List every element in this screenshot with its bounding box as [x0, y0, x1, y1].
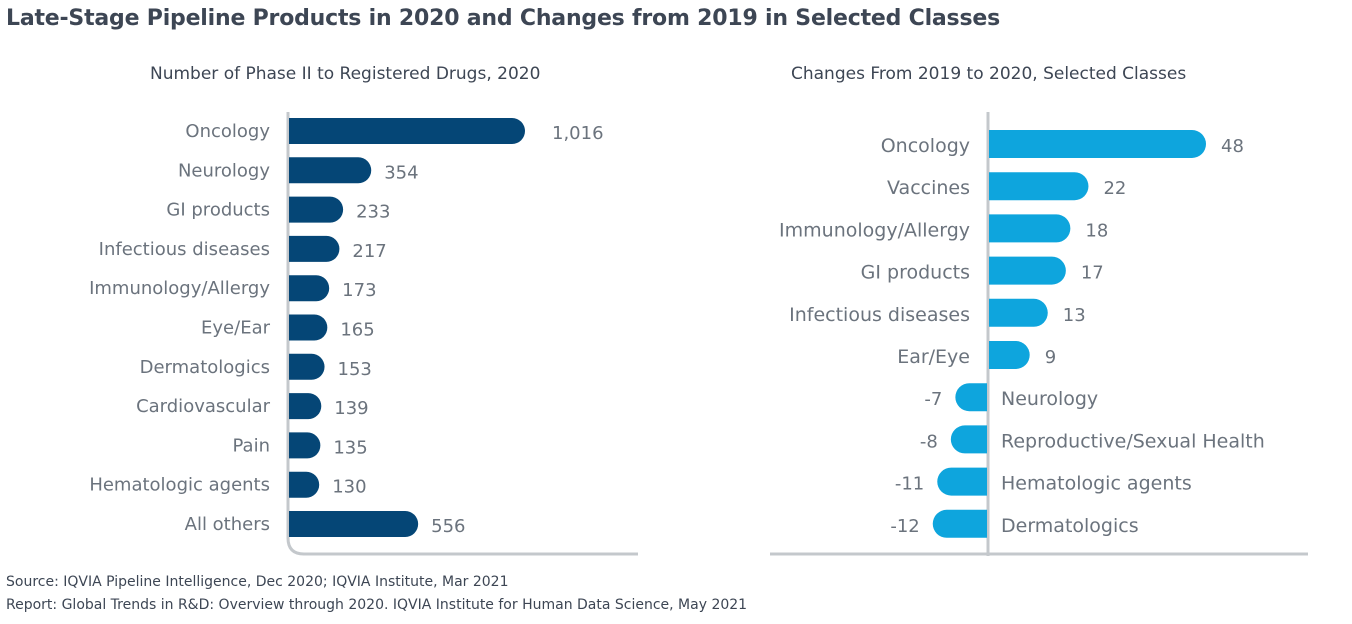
value-label-right-6: -7: [924, 389, 942, 410]
category-label-left-4: Immunology/Allergy: [89, 278, 270, 299]
bar-right-7: [950, 425, 987, 454]
bar-left-9: [289, 471, 320, 498]
category-label-left-2: GI products: [166, 200, 270, 221]
bar-left-2: [289, 196, 344, 223]
category-label-left-1: Neurology: [178, 160, 270, 181]
category-label-right-7: Reproductive/Sexual Health: [1001, 430, 1265, 452]
category-label-left-6: Dermatologics: [140, 357, 270, 378]
value-label-left-6: 153: [338, 359, 372, 380]
bar-right-1: [989, 172, 1089, 201]
value-label-left-5: 165: [340, 320, 374, 341]
left-chart-title: Number of Phase II to Registered Drugs, …: [150, 64, 541, 84]
value-label-left-10: 556: [431, 516, 465, 537]
value-label-left-4: 173: [342, 280, 376, 301]
value-label-right-2: 18: [1085, 220, 1108, 241]
bar-right-8: [937, 467, 987, 496]
bar-left-1: [289, 157, 372, 184]
bar-left-4: [289, 275, 330, 302]
bar-left-7: [289, 393, 322, 420]
value-label-right-5: 9: [1045, 347, 1056, 368]
chart-title: Late-Stage Pipeline Products in 2020 and…: [6, 6, 1000, 31]
category-label-left-5: Eye/Ear: [201, 318, 271, 339]
value-label-right-3: 17: [1081, 263, 1104, 284]
value-label-left-0: 1,016: [552, 123, 604, 144]
value-label-right-1: 22: [1103, 178, 1126, 199]
value-label-right-4: 13: [1063, 305, 1086, 326]
category-label-left-0: Oncology: [185, 121, 270, 142]
value-label-left-2: 233: [356, 202, 390, 223]
category-label-right-2: Immunology/Allergy: [779, 219, 970, 241]
bar-left-10: [289, 511, 419, 537]
category-label-right-5: Ear/Eye: [897, 346, 970, 368]
category-label-right-9: Dermatologics: [1001, 515, 1139, 537]
category-label-right-0: Oncology: [881, 135, 970, 157]
value-label-left-3: 217: [352, 241, 386, 262]
bar-right-9: [932, 509, 987, 538]
category-label-right-6: Neurology: [1001, 388, 1098, 410]
category-label-right-3: GI products: [861, 262, 970, 284]
value-label-right-9: -12: [890, 516, 919, 537]
bar-right-3: [989, 256, 1066, 285]
left-axis-line: [286, 112, 638, 556]
bar-left-5: [289, 314, 328, 341]
value-label-left-8: 135: [333, 437, 367, 458]
category-label-right-8: Hematologic agents: [1001, 473, 1192, 495]
bar-right-5: [989, 341, 1030, 369]
value-label-left-1: 354: [384, 162, 418, 183]
bar-right-0: [989, 130, 1206, 158]
source-note: Source: IQVIA Pipeline Intelligence, Dec…: [6, 574, 509, 590]
report-note: Report: Global Trends in R&D: Overview t…: [6, 597, 748, 613]
bar-right-4: [989, 298, 1048, 327]
category-label-left-10: All others: [185, 514, 270, 535]
value-label-left-9: 130: [332, 477, 366, 498]
category-label-right-4: Infectious diseases: [789, 304, 970, 326]
value-label-right-8: -11: [895, 474, 924, 495]
category-label-right-1: Vaccines: [887, 177, 970, 199]
bar-right-6: [955, 383, 987, 412]
bar-left-8: [289, 432, 321, 459]
category-label-left-9: Hematologic agents: [89, 475, 270, 496]
category-label-left-7: Cardiovascular: [136, 396, 271, 417]
value-label-right-0: 48: [1221, 136, 1244, 157]
bar-right-2: [989, 214, 1071, 243]
bar-left-3: [289, 235, 340, 262]
value-label-left-7: 139: [334, 398, 368, 419]
bar-left-0: [289, 118, 525, 144]
bar-left-6: [289, 353, 325, 380]
value-label-right-7: -8: [920, 431, 938, 452]
category-label-left-8: Pain: [233, 435, 271, 456]
right-chart-title: Changes From 2019 to 2020, Selected Clas…: [791, 64, 1187, 84]
category-label-left-3: Infectious diseases: [99, 239, 270, 260]
